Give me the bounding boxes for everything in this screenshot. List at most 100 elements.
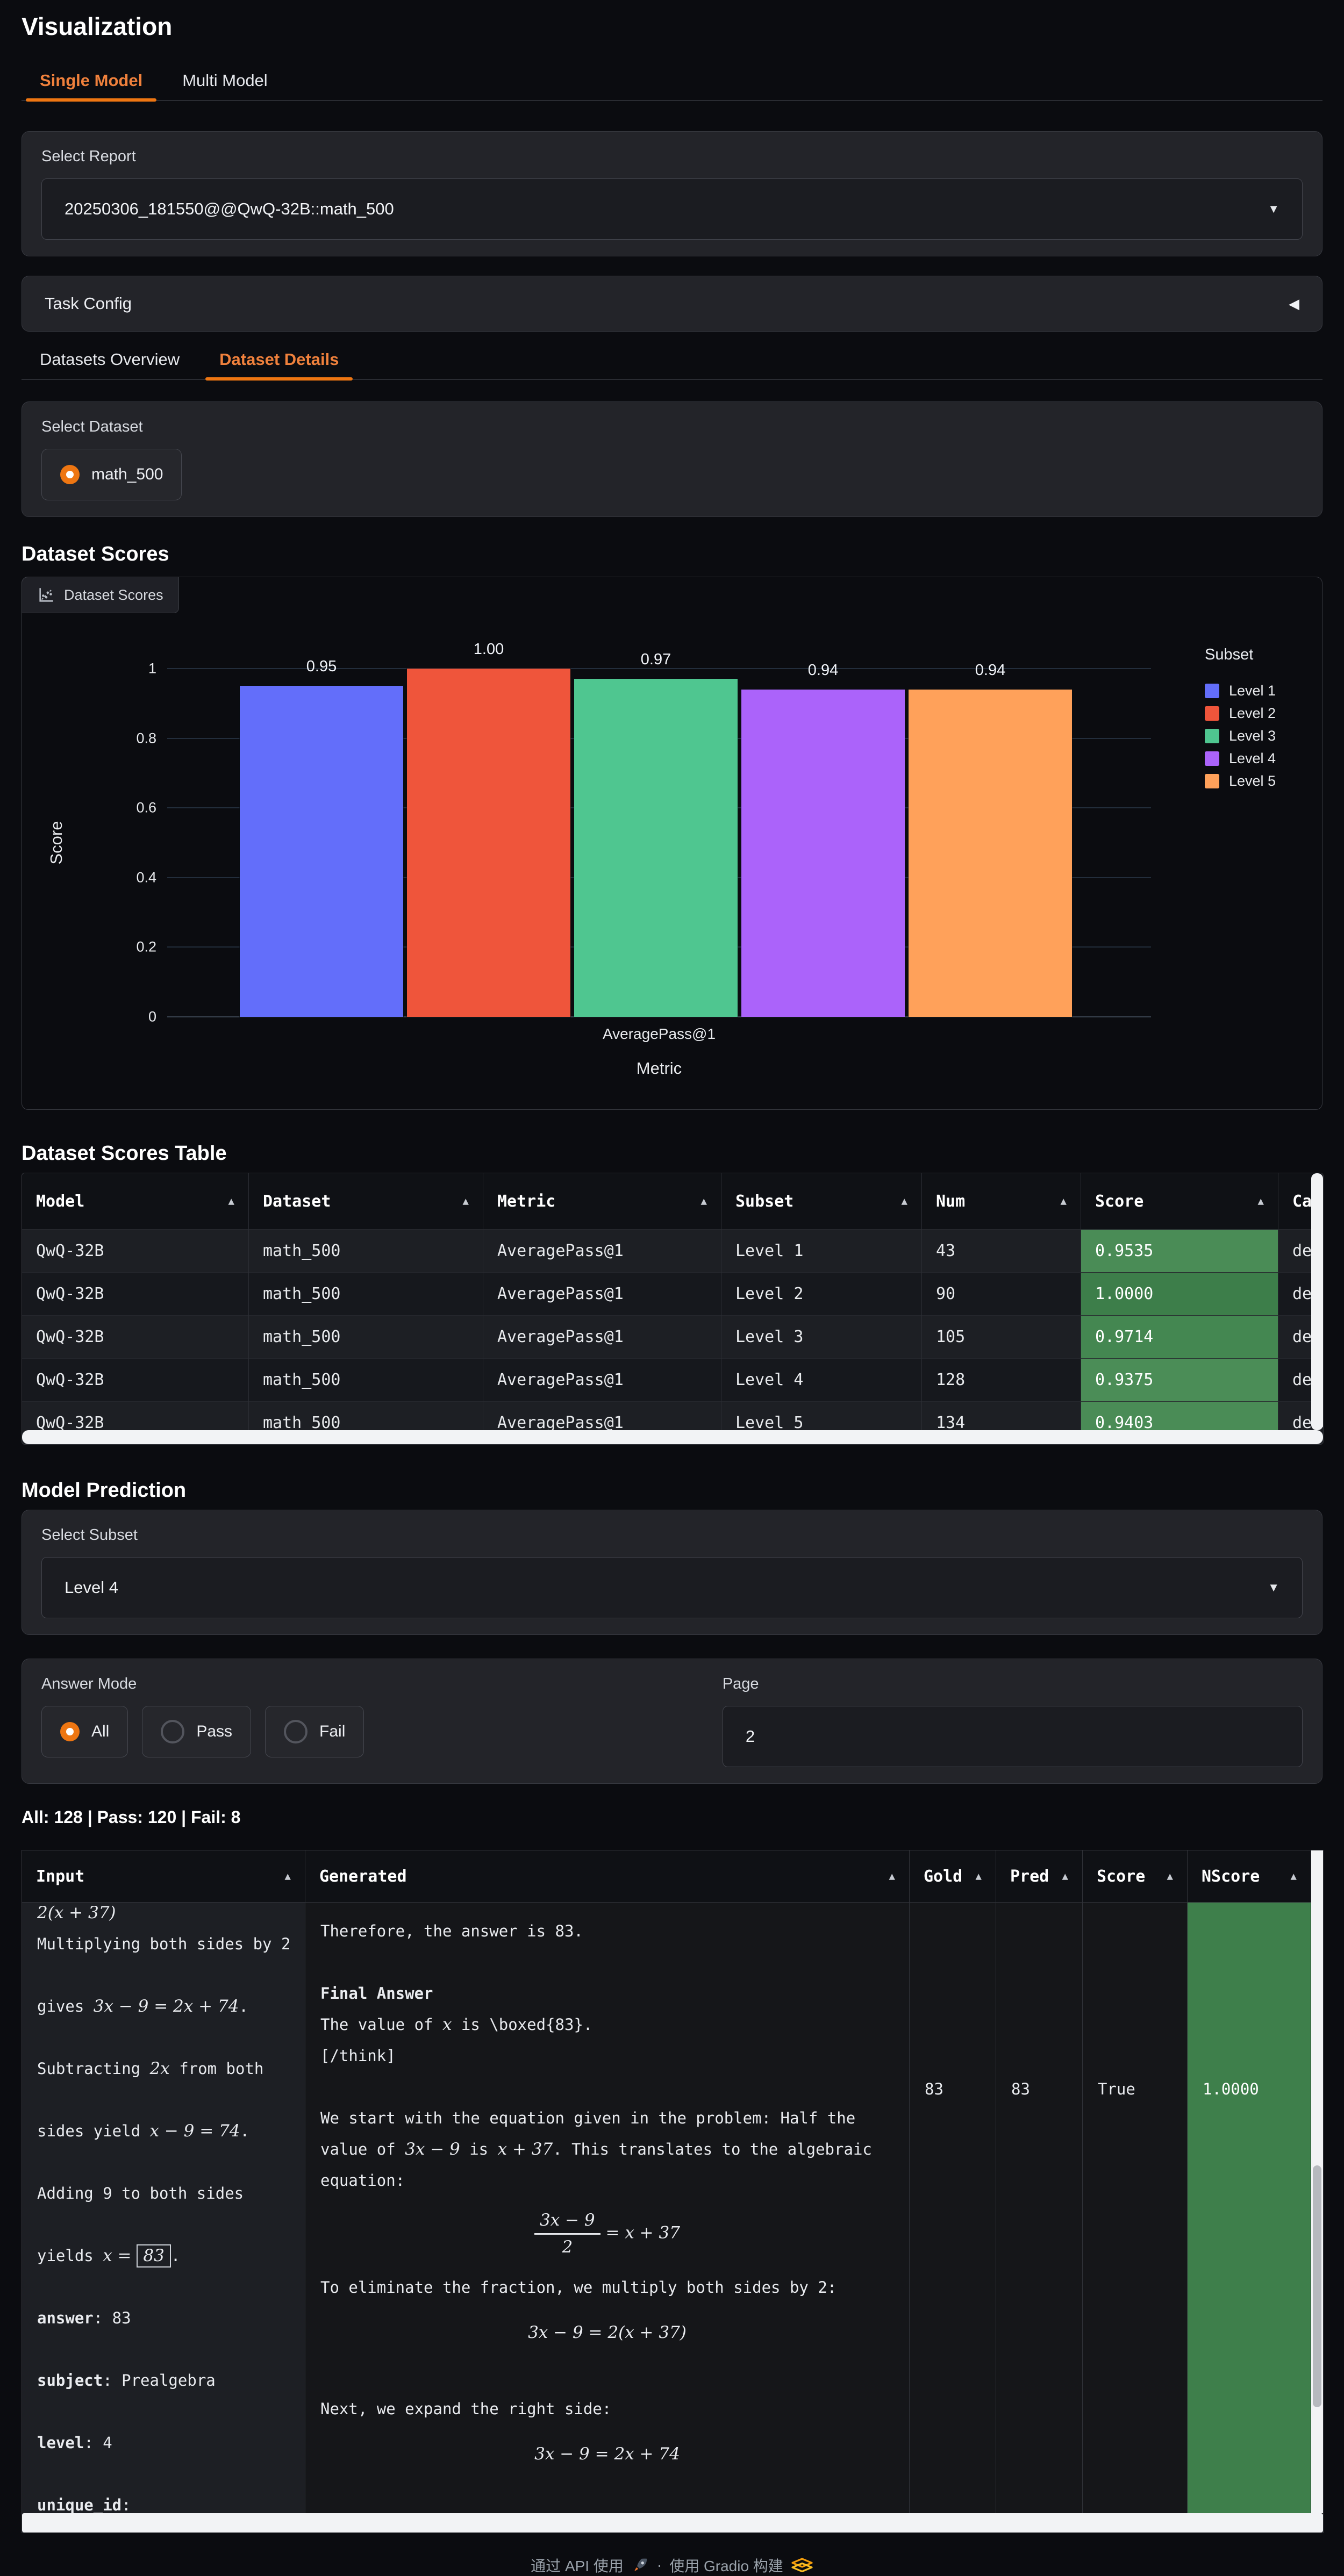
dataset-radio-label: math_500 xyxy=(91,465,163,483)
answer-mode-pass[interactable]: Pass xyxy=(142,1706,252,1757)
main-tab-bar: Single Model Multi Model xyxy=(22,61,1322,102)
answer-mode-fail[interactable]: Fail xyxy=(265,1706,364,1757)
y-axis-tick-label: 1 xyxy=(148,660,156,677)
column-header-score[interactable]: Score ▲ xyxy=(1083,1850,1188,1902)
dataset-scores-heading: Dataset Scores xyxy=(22,543,169,565)
report-dropdown[interactable]: 20250306_181550@@QwQ-32B::math_500 ▼ xyxy=(41,178,1303,240)
column-header-dataset[interactable]: Dataset ▲ xyxy=(248,1173,483,1230)
sort-icon[interactable]: ▲ xyxy=(284,1870,291,1882)
column-header-metric[interactable]: Metric ▲ xyxy=(483,1173,721,1230)
bar-level-4 xyxy=(741,688,905,1017)
answer-mode-page-group: Answer Mode All Pass Fail Page 2 xyxy=(22,1659,1322,1784)
sort-icon[interactable]: ▲ xyxy=(700,1195,707,1207)
text-line: [/think] xyxy=(320,2047,396,2065)
sort-icon[interactable]: ▲ xyxy=(462,1195,469,1207)
cell-score: True xyxy=(1083,1903,1188,2532)
column-header-gold[interactable]: Gold ▲ xyxy=(910,1850,996,1902)
rocket-icon xyxy=(634,2558,647,2571)
cell-dataset: math_500 xyxy=(248,1315,483,1359)
sort-icon[interactable]: ▲ xyxy=(975,1870,982,1882)
text-line: subject: Prealgebra xyxy=(37,2371,216,2390)
text-line: level: 4 xyxy=(37,2434,112,2452)
chevron-down-icon[interactable]: ▼ xyxy=(1268,1581,1279,1594)
sort-icon[interactable]: ▲ xyxy=(1290,1870,1297,1882)
text-line xyxy=(37,2271,290,2302)
tab-datasets-overview[interactable]: Datasets Overview xyxy=(40,350,180,369)
task-config-accordion[interactable]: Task Config ◀ xyxy=(22,276,1322,332)
column-header-generated[interactable]: Generated ▲ xyxy=(305,1850,910,1902)
sort-icon[interactable]: ▲ xyxy=(1167,1870,1173,1882)
column-header-nscore[interactable]: NScore ▲ xyxy=(1188,1850,1311,1902)
answer-mode-column: Answer Mode All Pass Fail xyxy=(41,1675,723,1767)
scrollbar-thumb[interactable] xyxy=(1313,2165,1321,2407)
text-line xyxy=(37,2334,290,2365)
cell-dataset: math_500 xyxy=(248,1229,483,1273)
column-header-score[interactable]: Score ▲ xyxy=(1081,1173,1278,1230)
cell-subset: Level 4 xyxy=(721,1358,922,1402)
column-header-input[interactable]: Input ▲ xyxy=(22,1850,305,1902)
column-header-subset[interactable]: Subset ▲ xyxy=(721,1173,922,1230)
tab-dataset-details[interactable]: Dataset Details xyxy=(201,340,357,381)
prediction-vertical-scrollbar[interactable] xyxy=(1311,1850,1323,2513)
page-number-input[interactable]: 2 xyxy=(722,1706,1303,1767)
answer-mode-label: Answer Mode xyxy=(41,1675,137,1692)
legend-title: Subset xyxy=(1205,646,1254,663)
dataset-radio-math-500[interactable]: math_500 xyxy=(41,449,182,500)
footer-use-api-link[interactable]: 通过 API 使用 xyxy=(531,2558,624,2574)
text-line xyxy=(37,2147,290,2178)
accordion-collapsed-icon[interactable]: ◀ xyxy=(1289,295,1299,312)
cell-num: 90 xyxy=(921,1272,1081,1316)
tab-single-model[interactable]: Single Model xyxy=(22,61,161,102)
table-horizontal-scrollbar[interactable] xyxy=(22,1430,1323,1444)
text-line: yields x = 83. xyxy=(37,2240,290,2271)
chart-tab-chip[interactable]: Dataset Scores xyxy=(22,577,179,613)
radio-selected-icon[interactable] xyxy=(60,465,80,484)
bar-level-1 xyxy=(239,685,404,1017)
legend-item-level-3[interactable]: Level 3 xyxy=(1205,728,1276,744)
page-label: Page xyxy=(722,1675,759,1692)
radio-unselected-icon[interactable] xyxy=(161,1720,185,1743)
legend-item-level-5[interactable]: Level 5 xyxy=(1205,773,1276,790)
cell-metric: AveragePass@1 xyxy=(483,1358,721,1402)
sort-icon[interactable]: ▲ xyxy=(1257,1195,1264,1207)
prediction-horizontal-scrollbar[interactable] xyxy=(22,2513,1323,2532)
column-header-pred[interactable]: Pred ▲ xyxy=(996,1850,1083,1902)
footer-built-with-link[interactable]: 使用 Gradio 构建 xyxy=(669,2558,783,2574)
prediction-table-row: 2(x + 37) Multiplying both sides by 2 giv… xyxy=(22,1903,1323,2532)
cell-dataset: math_500 xyxy=(248,1272,483,1316)
answer-mode-all[interactable]: All xyxy=(41,1706,128,1757)
text-line xyxy=(37,2396,290,2427)
sort-icon[interactable]: ▲ xyxy=(1060,1195,1067,1207)
y-axis-tick-label: 0 xyxy=(148,1008,156,1025)
text-line: unique_id: xyxy=(37,2496,131,2514)
bar-value-label: 0.94 xyxy=(975,661,1006,679)
answer-mode-all-label: All xyxy=(91,1723,110,1740)
tab-multi-model[interactable]: Multi Model xyxy=(182,71,268,90)
table-row: QwQ-32B math_500 AveragePass@1 Level 4 128 0.… xyxy=(22,1358,1323,1402)
bar-level-3 xyxy=(574,678,738,1017)
column-header-model[interactable]: Model ▲ xyxy=(22,1173,249,1230)
table-vertical-scrollbar[interactable] xyxy=(1311,1173,1323,1430)
cell-model: QwQ-32B xyxy=(22,1358,249,1402)
sort-icon[interactable]: ▲ xyxy=(228,1195,234,1207)
dataset-scores-table: Model ▲ Dataset ▲ Metric ▲ Subset ▲ Num ▲ Score ▲ Ca… xyxy=(22,1173,1324,1445)
column-header-num[interactable]: Num ▲ xyxy=(921,1173,1081,1230)
radio-unselected-icon[interactable] xyxy=(284,1720,308,1743)
sort-icon[interactable]: ▲ xyxy=(901,1195,907,1207)
legend-item-level-1[interactable]: Level 1 xyxy=(1205,683,1276,699)
subset-dropdown[interactable]: Level 4 ▼ xyxy=(41,1557,1303,1618)
sort-icon[interactable]: ▲ xyxy=(889,1870,895,1882)
legend-item-level-2[interactable]: Level 2 xyxy=(1205,705,1276,722)
sort-icon[interactable]: ▲ xyxy=(1062,1870,1068,1882)
y-axis-tick-label: 0.8 xyxy=(136,730,156,747)
legend-item-level-4[interactable]: Level 4 xyxy=(1205,750,1276,767)
cell-input[interactable]: 2(x + 37) Multiplying both sides by 2 giv… xyxy=(22,1903,305,2532)
chevron-down-icon[interactable]: ▼ xyxy=(1268,202,1279,216)
text-line xyxy=(37,2458,290,2489)
cell-model: QwQ-32B xyxy=(22,1315,249,1359)
dataset-tab-bar: Datasets Overview Dataset Details xyxy=(22,340,1322,381)
cell-generated[interactable]: Therefore, the answer is 83. Final Answe… xyxy=(305,1903,910,2532)
radio-selected-icon[interactable] xyxy=(60,1722,80,1741)
text-line xyxy=(320,2362,894,2393)
